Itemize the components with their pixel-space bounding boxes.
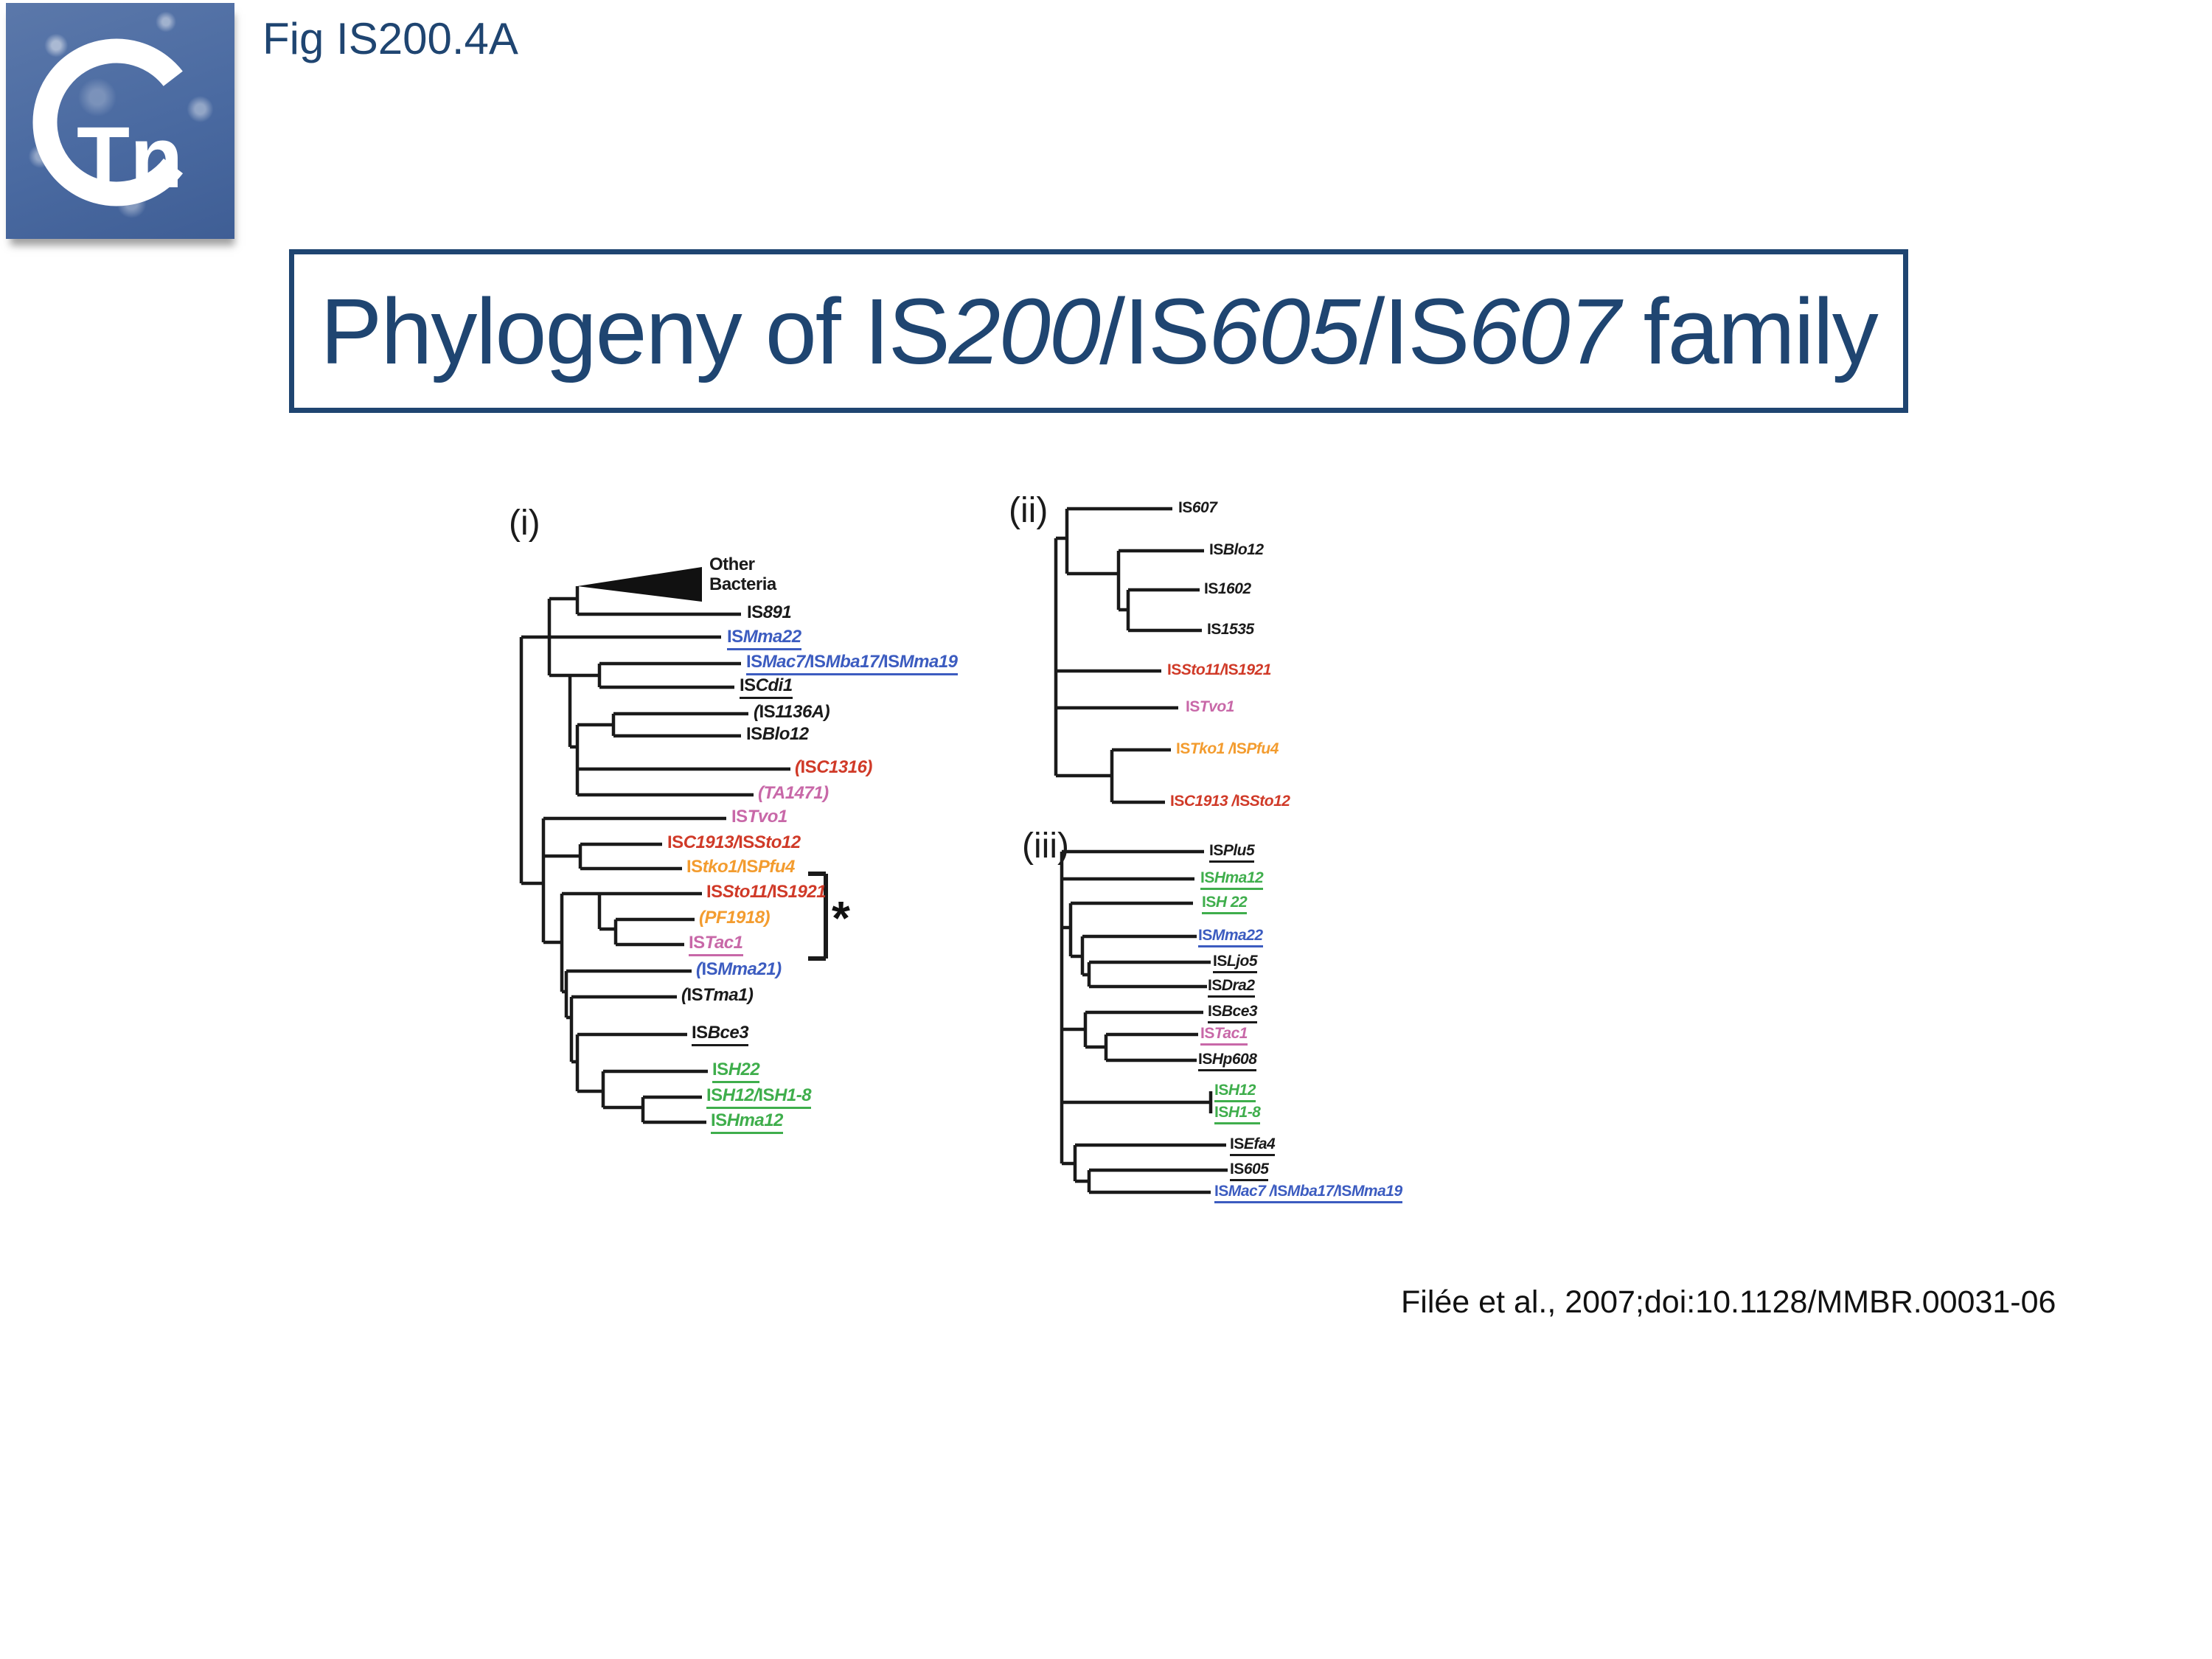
tree-iii-label: (iii): [1022, 827, 1069, 866]
taxon-label-iii-13: IS605: [1230, 1161, 1269, 1181]
logo-tn-letters: Tn: [77, 109, 183, 206]
figure-id-label: Fig IS200.4A: [262, 14, 518, 63]
taxon-label-i-10: ISTvo1: [731, 807, 787, 827]
taxon-label-iii-3: ISH 22: [1202, 894, 1248, 914]
taxon-label-iii-9: ISHp608: [1198, 1051, 1257, 1071]
taxon-label-ii-1: IS607: [1178, 499, 1217, 516]
taxon-label-i-12: IStko1/ISPfu4: [686, 857, 795, 877]
taxon-label-i-14: (PF1918): [699, 908, 771, 928]
tree-i-label: (i): [509, 504, 540, 543]
taxon-label-i-19: ISH22: [712, 1060, 760, 1083]
title-segment: family: [1618, 279, 1879, 383]
collapsed-clade-label: Other Bacteria: [709, 554, 776, 594]
taxon-label-ii-2: ISBlo12: [1209, 541, 1264, 558]
taxon-label-i-21: ISHma12: [711, 1110, 783, 1134]
taxon-label-iii-6: ISDra2: [1208, 977, 1255, 998]
taxon-label-i-6: (IS1136A): [754, 702, 830, 722]
title-segment: /IS: [1359, 279, 1470, 383]
taxon-label-i-11: ISC1913/ISSto12: [667, 832, 801, 852]
taxon-label-i-17: (ISTma1): [681, 985, 754, 1005]
taxon-label-i-2: IS891: [747, 602, 792, 622]
taxon-label-ii-3: IS1602: [1204, 580, 1251, 597]
taxon-label-iii-11: ISH1-8: [1214, 1104, 1261, 1124]
title-box: Phylogeny of IS200/IS605/IS607 family: [289, 249, 1908, 413]
taxon-label-iii-4: ISMma22: [1198, 927, 1263, 947]
citation: Filée et al., 2007;doi:10.1128/MMBR.0003…: [1401, 1284, 2056, 1320]
taxon-label-iii-1: ISPlu5: [1209, 842, 1255, 863]
taxon-label-i-9: (TA1471): [758, 783, 829, 803]
title-segment: 200: [948, 279, 1101, 383]
taxon-label-ii-6: ISTvo1: [1186, 698, 1234, 715]
taxon-label-iii-5: ISLjo5: [1213, 953, 1258, 973]
taxon-label-iii-10: ISH12: [1214, 1082, 1256, 1102]
collapsed-clade-triangle: [577, 567, 702, 602]
taxon-label-i-3: ISMma22: [727, 627, 801, 650]
title-segment: 605: [1208, 279, 1360, 383]
taxon-label-iii-14: ISMac7 /ISMba17/ISMma19: [1214, 1183, 1402, 1203]
taxon-label-i-7: ISBlo12: [746, 724, 809, 744]
bracket-asterisk: *: [832, 891, 850, 945]
title-segment: /IS: [1099, 279, 1210, 383]
taxon-label-i-20: ISH12/ISH1-8: [706, 1085, 812, 1109]
taxon-label-iii-7: ISBce3: [1208, 1003, 1258, 1023]
tree-branch-lines: [519, 507, 1228, 1194]
logo-graphic: Tn: [32, 38, 201, 206]
taxon-label-i-13: ISSto11/IS1921: [706, 882, 827, 902]
taxon-label-i-4: ISMac7/ISMba17/ISMma19: [746, 652, 958, 675]
taxon-label-ii-5: ISSto11/IS1921: [1167, 661, 1271, 678]
taxon-label-i-16: (ISMma21): [696, 959, 782, 979]
taxon-label-i-8: (ISC1316): [795, 757, 872, 777]
taxon-label-ii-4: IS1535: [1207, 621, 1254, 638]
taxon-label-iii-8: ISTac1: [1200, 1025, 1248, 1046]
taxon-label-ii-7: ISTko1 /ISPfu4: [1176, 740, 1279, 757]
taxon-label-iii-12: ISEfa4: [1230, 1135, 1276, 1156]
taxon-label-i-18: ISBce3: [692, 1023, 749, 1046]
taxon-label-ii-8: ISC1913 /ISSto12: [1170, 793, 1290, 810]
title-segment: Phylogeny of IS: [320, 279, 950, 383]
tree-ii-label: (ii): [1009, 491, 1048, 530]
title-segment: 607: [1468, 279, 1620, 383]
taxon-label-i-15: ISTac1: [689, 933, 743, 956]
taxon-label-i-5: ISCdi1: [740, 675, 793, 699]
taxon-label-iii-2: ISHma12: [1200, 869, 1264, 890]
tnc-registry-logo: Tn: [6, 3, 234, 239]
slide-title: Phylogeny of IS200/IS605/IS607 family: [320, 278, 1879, 385]
logo-c-ring: [32, 38, 201, 206]
